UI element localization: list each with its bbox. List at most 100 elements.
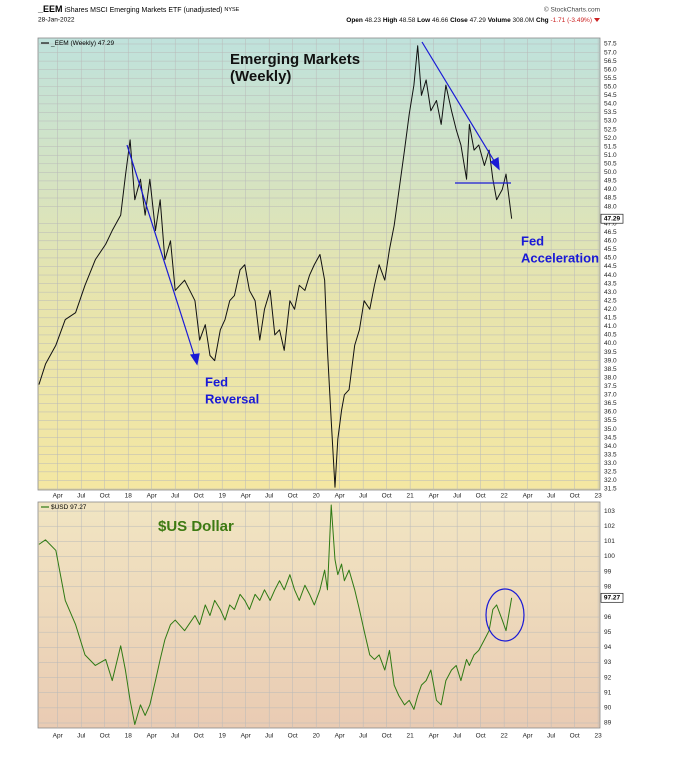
x-tick-label: Oct	[382, 493, 392, 500]
y-tick-label: 95	[604, 629, 612, 636]
y-tick-label: 45.0	[604, 255, 617, 262]
annotation: $US Dollar	[158, 518, 234, 535]
y-tick-label: 89	[604, 720, 612, 727]
x-tick-label: Apr	[241, 733, 252, 740]
y-tick-label: 52.0	[604, 135, 617, 142]
annotation: Acceleration	[521, 250, 599, 265]
x-tick-label: Oct	[100, 733, 110, 740]
y-tick-label: 46.0	[604, 238, 617, 245]
y-tick-label: 101	[604, 538, 615, 545]
x-tick-label: Oct	[382, 733, 392, 740]
y-tick-label: 44.0	[604, 272, 617, 279]
y-tick-label: 54.0	[604, 101, 617, 108]
x-tick-label: Jul	[265, 493, 274, 500]
x-tick-label: Apr	[335, 733, 346, 740]
y-tick-label: 94	[604, 644, 612, 651]
x-tick-label: 19	[219, 493, 227, 500]
y-tick-label: 43.0	[604, 289, 617, 296]
trend-arrow	[421, 41, 497, 165]
y-tick-label: 96	[604, 614, 612, 621]
x-tick-label: Jul	[453, 493, 462, 500]
y-tick-label: 49.0	[604, 186, 617, 193]
price-tag	[600, 592, 624, 603]
y-tick-label: 34.0	[604, 443, 617, 450]
y-tick-label: 54.5	[604, 92, 617, 99]
x-tick-label: Apr	[429, 493, 440, 500]
x-tick-label: 21	[407, 733, 415, 740]
y-tick-label: 44.5	[604, 263, 617, 270]
y-tick-label: 38.5	[604, 366, 617, 373]
y-tick-label: 52.5	[604, 126, 617, 133]
annotation: Fed	[521, 233, 544, 248]
data-layer	[38, 45, 513, 726]
quote-line: Open 48.23 High 48.58 Low 46.66 Close 47…	[346, 17, 592, 24]
y-tick-label: 51.0	[604, 152, 617, 159]
panel-background	[37, 37, 601, 491]
y-tick-label: 56.0	[604, 66, 617, 73]
price-tag-label: 97.27	[604, 595, 621, 602]
price-tag-label: 47.29	[604, 215, 621, 222]
x-tick-label: Oct	[194, 733, 204, 740]
quote-value: -1.71 (-3.49%)	[550, 17, 592, 24]
legend-name: $USD	[51, 504, 69, 511]
annotation: Fed	[205, 374, 228, 389]
y-tick-label: 98	[604, 583, 612, 590]
x-tick-label: 22	[501, 493, 509, 500]
x-tick-label: Oct	[570, 733, 580, 740]
y-tick-label: 40.5	[604, 332, 617, 339]
y-tick-label: 39.5	[604, 349, 617, 356]
y-tick-label: 41.5	[604, 315, 617, 322]
x-tick-label: Jul	[77, 733, 86, 740]
x-tick-label: Apr	[53, 733, 64, 740]
x-tick-label: Oct	[476, 733, 486, 740]
y-tick-label: 37.0	[604, 392, 617, 399]
y-tick-label: 46.5	[604, 229, 617, 236]
x-tick-label: Apr	[335, 493, 346, 500]
x-tick-label: Jul	[547, 493, 556, 500]
x-tick-label: 23	[595, 493, 603, 500]
y-tick-label: 49.5	[604, 178, 617, 185]
y-tick-label: 55.5	[604, 75, 617, 82]
price-line	[38, 45, 513, 488]
y-tick-label: 57.5	[604, 41, 617, 48]
x-tick-label: Jul	[453, 733, 462, 740]
y-tick-label: 51.5	[604, 143, 617, 150]
copyright: © StockCharts.com	[544, 6, 600, 14]
y-tick-label: 42.0	[604, 306, 617, 313]
y-tick-label: 50.5	[604, 161, 617, 168]
x-tick-label: Apr	[523, 493, 534, 500]
x-tick-label: Jul	[265, 733, 274, 740]
y-tick-label: 99	[604, 568, 612, 575]
y-tick-label: 37.5	[604, 383, 617, 390]
y-tick-label: 47.0	[604, 220, 617, 227]
quote-value: 47.29	[470, 17, 487, 24]
date: 28-Jan-2022	[38, 17, 75, 24]
y-tick-label: 91	[604, 689, 612, 696]
y-tick-label: 38.0	[604, 374, 617, 381]
x-tick-label: Apr	[429, 733, 440, 740]
annotation-shapes	[126, 41, 525, 642]
x-tick-label: 18	[125, 493, 133, 500]
y-tick-label: 45.5	[604, 246, 617, 253]
y-tick-label: 34.5	[604, 434, 617, 441]
x-tick-label: Jul	[171, 493, 180, 500]
highlight-circle	[485, 588, 525, 642]
annotation: (Weekly)	[230, 68, 291, 85]
trend-arrow	[126, 144, 196, 359]
x-tick-label: Oct	[288, 493, 298, 500]
x-tick-label: 18	[125, 733, 133, 740]
x-tick-label: Oct	[288, 733, 298, 740]
legend-entry: _EEM (Weekly) 47.29	[50, 40, 114, 47]
x-tick-label: Apr	[147, 733, 158, 740]
legend-entry: $USD 97.27	[51, 504, 87, 511]
x-tick-label: Apr	[53, 493, 64, 500]
y-tick-label: 100	[604, 553, 615, 560]
legend-value: 97.27	[70, 504, 87, 511]
y-tick-label: 103	[604, 508, 615, 515]
legend-name: _EEM (Weekly)	[50, 40, 96, 47]
annotation: Emerging Markets	[230, 51, 360, 68]
labels: _EEM iShares MSCI Emerging Markets ETF (…	[37, 4, 624, 740]
y-tick-label: 102	[604, 523, 615, 530]
quote-label: Chg	[536, 17, 549, 24]
